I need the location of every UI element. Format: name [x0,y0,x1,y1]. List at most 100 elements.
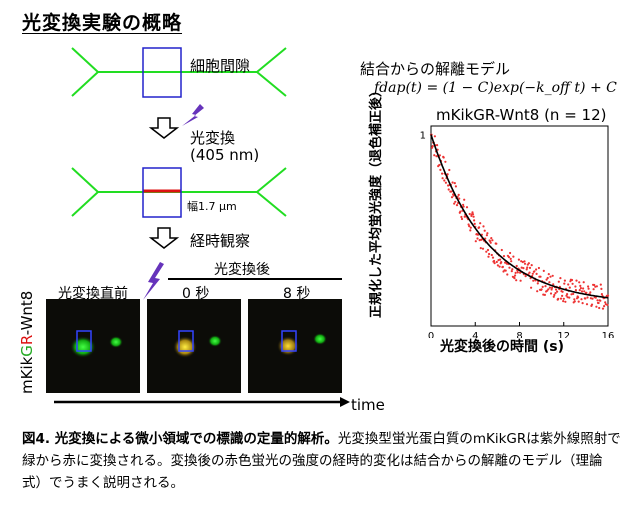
data-point [527,262,530,265]
data-point [564,300,567,303]
data-point [545,278,548,281]
data-point [452,194,455,197]
data-point [573,300,576,303]
caption-label: 図4. 光変換による微小領域での標識の定量的解析。 [22,431,338,447]
data-point [451,181,454,184]
chart-xlabel: 光変換後の時間 (s) [440,339,565,355]
x-tick-label: 8 [516,331,522,338]
ylabel-part-r: R [18,335,36,346]
data-point [441,177,444,180]
down-arrow-2-icon [148,227,180,249]
ylabel-part-g: G [18,345,36,357]
t0-label: 0 秒 [182,286,210,302]
data-point [441,172,444,175]
data-point [574,289,577,292]
data-point [557,297,560,300]
data-point [554,292,557,295]
data-point [433,154,436,157]
data-point [561,294,564,297]
data-point [583,290,586,293]
fdap-chart: 0 4 8 12 16 1 [420,125,615,338]
data-point [454,185,457,188]
chart-caption: 結合からの解離モデル [360,60,511,78]
data-point [479,247,482,250]
data-point [490,237,493,240]
data-point [574,285,577,288]
data-point [460,215,463,219]
data-point [519,279,522,282]
data-point [551,286,554,289]
bolt-icon-2 [143,262,164,300]
data-point [539,275,542,278]
data-point [582,287,585,290]
data-point [592,288,595,291]
data-point [525,268,528,271]
data-point [559,277,562,280]
data-point [532,279,535,282]
data-point [485,250,488,253]
data-point [593,283,596,287]
data-point [561,290,564,293]
membrane-label: 細胞間隙 [190,57,251,75]
data-point [559,297,563,300]
caption-text: 光変換型蛍光蛋白質のmKikGRは紫外線照射で緑から赤に変換される。変換後の赤色… [22,431,621,491]
data-point [450,190,453,193]
data-point [501,265,504,268]
data-point [463,198,466,201]
data-point [603,305,606,308]
time-arrow [54,397,350,407]
data-point [551,274,554,277]
data-point [515,279,518,282]
data-point [541,285,544,288]
data-point [478,226,481,229]
data-point [512,255,515,258]
data-point [485,234,488,237]
data-point [447,184,450,187]
data-point [443,179,446,182]
panel-t8 [248,299,342,393]
data-point [431,145,434,148]
data-point [556,290,559,293]
t8-label: 8 秒 [283,286,311,302]
data-point [498,265,501,268]
data-point [594,296,597,299]
data-point [514,271,517,274]
data-point [572,292,575,295]
data-point [488,252,491,256]
step1-wavelength: (405 nm) [190,146,260,164]
data-point [577,296,580,299]
membrane-top [71,47,287,97]
ylabel-part-mkik: mKik [18,356,36,394]
data-point [507,256,511,259]
data-point [468,225,471,228]
data-point [521,260,524,264]
data-point [567,283,570,286]
data-point [604,301,607,304]
data-point [468,212,471,216]
data-point [547,288,550,291]
panel-before [46,299,140,393]
width-label: 幅1.7 μm [187,200,237,213]
data-point [548,286,551,289]
data-point [453,202,456,205]
time-label: time [351,396,385,414]
x-ticks: 0 4 8 12 16 1 [420,131,615,338]
data-point [523,262,527,265]
data-point [481,247,485,250]
data-point [599,299,602,302]
data-point [483,229,486,232]
page-title: 光変換実験の概略 [22,12,183,34]
data-point [435,155,438,158]
data-point [600,287,603,290]
data-point [462,205,465,208]
data-point [495,260,498,264]
x-tick-label: 16 [602,331,615,338]
data-point [463,215,466,218]
data-point [595,305,598,308]
data-point [453,182,456,185]
data-point [570,293,573,296]
data-point [448,168,451,172]
data-point [552,283,555,286]
data-point [591,297,594,300]
